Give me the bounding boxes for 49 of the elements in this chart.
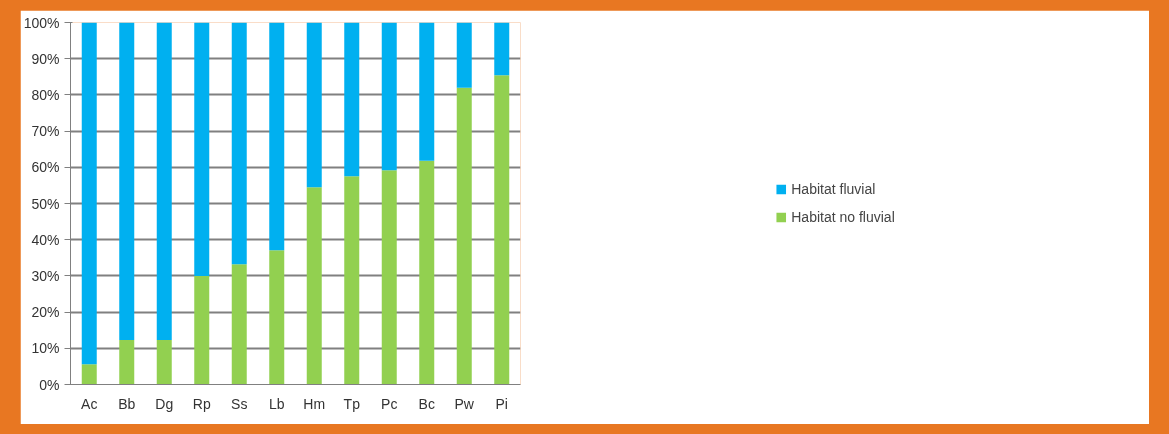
bar [269, 22, 285, 251]
bar [419, 160, 435, 385]
y-tick-label: 10% [31, 340, 60, 357]
x-tick-label: Pi [495, 395, 508, 412]
bar [306, 187, 322, 385]
y-tick-label: 30% [31, 267, 60, 284]
bar [381, 22, 397, 171]
y-tick-label: 70% [31, 123, 60, 140]
bar [231, 264, 247, 385]
bar [81, 364, 97, 385]
legend-label: Habitat no fluvial [791, 209, 895, 225]
bar [456, 87, 472, 385]
x-tick-label: Bb [118, 395, 136, 412]
bar [306, 22, 322, 188]
x-tick-label: Lb [268, 395, 285, 412]
y-tick-label: 90% [31, 50, 60, 67]
bar [456, 22, 472, 88]
bar [156, 339, 172, 385]
legend-label: Habitat fluvial [791, 181, 876, 197]
bar [344, 22, 360, 177]
y-tick-label: 20% [31, 304, 60, 321]
bar [231, 22, 247, 265]
bar [381, 170, 397, 385]
x-tick-label: Tp [343, 395, 361, 412]
y-tick-label: 50% [31, 195, 60, 212]
y-tick-label: 80% [31, 86, 60, 103]
x-tick-label: Pc [381, 395, 398, 412]
bar [419, 22, 435, 161]
bar [119, 22, 135, 340]
bar [194, 275, 210, 385]
x-tick-label: Ss [231, 395, 248, 412]
bar [269, 250, 285, 385]
x-tick-label: Ac [81, 395, 98, 412]
y-tick-label: 0% [39, 376, 60, 393]
bar [194, 22, 210, 276]
x-tick-label: Rp [192, 395, 211, 412]
y-tick-label: 60% [31, 159, 60, 176]
y-tick-label: 40% [31, 231, 60, 248]
x-tick-label: Hm [303, 395, 326, 412]
y-tick-label: 100% [23, 14, 60, 31]
bar [494, 22, 510, 76]
bar [156, 22, 172, 340]
bar [494, 75, 510, 385]
x-tick-label: Dg [155, 395, 174, 412]
x-tick-label: Pw [454, 395, 475, 412]
bar [81, 22, 97, 365]
bar [344, 176, 360, 385]
x-tick-label: Bc [418, 395, 435, 412]
bar [119, 339, 135, 385]
